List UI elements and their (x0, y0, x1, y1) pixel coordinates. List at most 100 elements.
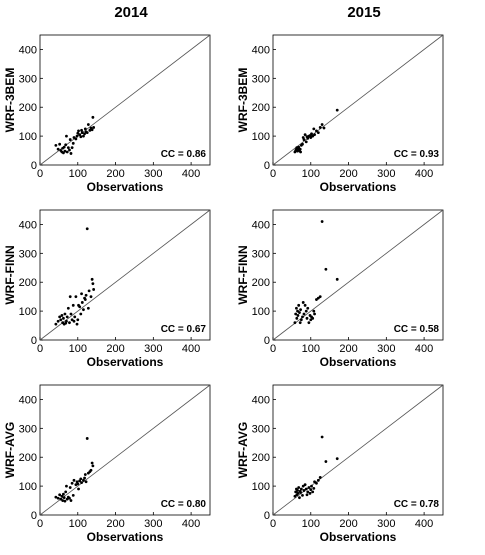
data-point (307, 321, 311, 325)
data-point (75, 134, 79, 138)
data-point (65, 150, 69, 154)
y-tick-label: 100 (19, 481, 37, 493)
x-tick-label: 400 (415, 518, 433, 530)
data-point (79, 477, 83, 481)
one-to-one-line (272, 209, 444, 341)
cc-annotation: CC = 0.78 (394, 499, 440, 510)
data-point (82, 134, 85, 138)
x-tick-label: 0 (270, 343, 276, 355)
data-point (302, 312, 306, 316)
x-tick-label: 0 (37, 343, 43, 355)
data-point (85, 131, 89, 135)
x-tick-label: 200 (339, 518, 357, 530)
data-point (299, 491, 302, 494)
data-point (84, 480, 88, 484)
data-point (92, 126, 96, 129)
data-point (335, 108, 339, 112)
x-tick-label: 300 (377, 518, 395, 530)
column-title-2014: 2014 (114, 4, 148, 21)
data-point (322, 126, 326, 130)
data-point (306, 306, 310, 310)
y-tick-label: 100 (19, 131, 37, 143)
y-tick-label: 200 (252, 102, 270, 114)
y-axis-label: WRF-FINN (3, 245, 17, 304)
data-point (299, 150, 302, 154)
x-tick-label: 400 (182, 343, 200, 355)
data-point (68, 138, 72, 141)
one-to-one-line (39, 384, 211, 516)
data-point (89, 295, 93, 299)
x-tick-label: 0 (270, 518, 276, 530)
data-point (297, 303, 301, 307)
y-tick-label: 400 (19, 219, 37, 231)
data-point (56, 319, 60, 323)
x-tick-label: 100 (69, 168, 87, 180)
data-point (298, 311, 301, 314)
data-point (311, 490, 315, 494)
data-point (68, 148, 71, 152)
data-point (85, 227, 89, 231)
x-tick-label: 400 (415, 343, 433, 355)
panel-wrf-avg-2014: 0 100 200 300 400 0 100 200 300 400 CC = 0.80 Obser… (3, 384, 211, 544)
data-point (68, 496, 71, 500)
data-point (80, 128, 83, 132)
y-tick-label: 200 (252, 277, 270, 289)
data-point (79, 312, 83, 316)
cc-annotation: CC = 0.80 (161, 499, 207, 510)
y-tick-label: 0 (31, 160, 37, 172)
column-title-2015: 2015 (347, 4, 380, 21)
panel-wrf-3bem-2015: 0 100 200 300 400 0 100 200 300 400 CC = 0.93 Obser… (236, 34, 444, 194)
data-point (80, 292, 83, 296)
data-point (83, 132, 86, 136)
data-point (299, 308, 302, 312)
data-point (315, 129, 318, 133)
data-point (318, 295, 322, 299)
y-tick-label: 400 (252, 394, 270, 406)
y-tick-label: 0 (31, 335, 37, 347)
data-point (73, 315, 77, 319)
data-point (293, 321, 297, 325)
data-point (298, 147, 302, 151)
x-tick-label: 0 (37, 518, 43, 530)
data-point (310, 132, 313, 136)
y-tick-label: 300 (19, 423, 37, 435)
x-tick-label: 0 (270, 168, 276, 180)
data-point (58, 315, 62, 319)
data-point (63, 499, 67, 503)
data-point (316, 131, 320, 135)
data-point (62, 492, 65, 496)
data-point (318, 126, 322, 129)
x-tick-label: 200 (339, 168, 357, 180)
data-point (77, 487, 80, 491)
data-point (309, 136, 313, 139)
data-point (313, 480, 316, 484)
x-tick-label: 200 (339, 343, 357, 355)
x-tick-label: 0 (37, 168, 43, 180)
y-tick-label: 100 (252, 481, 270, 493)
x-axis-label: Observations (320, 355, 397, 369)
x-tick-label: 300 (377, 168, 395, 180)
data-point (301, 315, 304, 319)
cc-annotation: CC = 0.93 (394, 149, 440, 160)
y-tick-label: 300 (252, 423, 270, 435)
one-to-one-line (272, 34, 444, 166)
y-tick-label: 200 (19, 102, 37, 114)
data-point (303, 303, 307, 307)
data-point (86, 306, 90, 310)
data-point (63, 149, 67, 153)
data-point (89, 468, 93, 472)
panel-wrf-finn-2014: 0 100 200 300 400 0 100 200 300 400 CC = 0.67 Obser… (3, 209, 211, 369)
y-tick-label: 300 (19, 248, 37, 260)
data-point (60, 494, 64, 498)
x-axis-label: Observations (320, 530, 397, 544)
data-point (66, 306, 70, 310)
y-tick-label: 200 (19, 277, 37, 289)
data-point (294, 312, 298, 316)
data-point (303, 133, 307, 137)
data-point (305, 316, 309, 320)
data-point (87, 289, 91, 293)
data-point (296, 309, 299, 313)
data-point (83, 127, 87, 131)
data-point (313, 312, 316, 316)
